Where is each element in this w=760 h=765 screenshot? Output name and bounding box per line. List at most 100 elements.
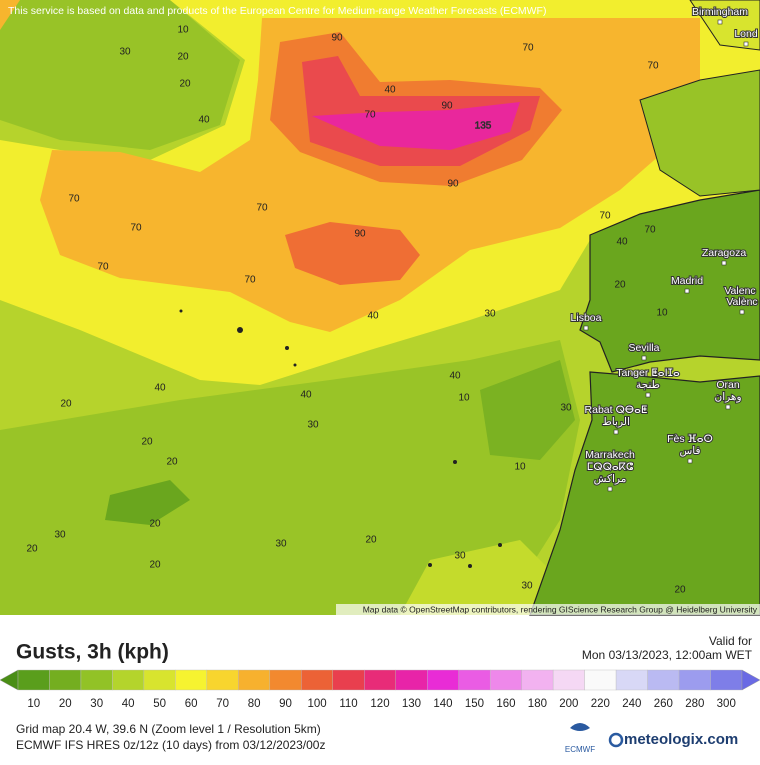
city-label: Madrid bbox=[671, 275, 703, 287]
scale-swatch bbox=[395, 669, 428, 691]
city-marker bbox=[583, 325, 589, 331]
city-label: Lisboa bbox=[571, 312, 602, 324]
scale-label: 30 bbox=[90, 698, 103, 710]
contour-label: 40 bbox=[198, 115, 210, 126]
contour-label: 70 bbox=[97, 262, 109, 273]
scale-label: 120 bbox=[370, 698, 389, 710]
city-marker bbox=[717, 19, 723, 25]
contour-label: 70 bbox=[599, 211, 611, 222]
contour-label: 40 bbox=[154, 383, 166, 394]
contour-label: 70 bbox=[364, 110, 376, 121]
contour-label: 30 bbox=[54, 530, 66, 541]
valid-label: Valid for bbox=[709, 634, 752, 648]
city-marker bbox=[721, 260, 727, 266]
city-marker bbox=[641, 355, 647, 361]
scale-swatch bbox=[552, 669, 585, 691]
contour-label: 40 bbox=[384, 85, 396, 96]
scale-label: 180 bbox=[528, 698, 547, 710]
scale-swatch bbox=[49, 669, 82, 691]
contour-label: 30 bbox=[275, 539, 287, 550]
scale-above bbox=[741, 669, 760, 691]
contour-label: 40 bbox=[616, 237, 628, 248]
contour-label: 90 bbox=[441, 101, 453, 112]
map: This service is based on data and produc… bbox=[0, 0, 760, 616]
scale-label: 50 bbox=[153, 698, 166, 710]
city-label: Marrakech bbox=[585, 449, 635, 461]
scale-label: 160 bbox=[496, 698, 515, 710]
contour-label: 40 bbox=[449, 371, 461, 382]
city-label: ⵎⵕⵕⴰⴽⵛ bbox=[587, 461, 634, 473]
model-info: ECMWF IFS HRES 0z/12z (10 days) from 03/… bbox=[16, 738, 325, 752]
contour-label: 90 bbox=[331, 33, 343, 44]
city-label: فاس bbox=[679, 445, 700, 457]
scale-label: 240 bbox=[622, 698, 641, 710]
legend-panel: Gusts, 3h (kph) Valid for Mon 03/13/2023… bbox=[0, 634, 760, 754]
scale-swatch bbox=[332, 669, 365, 691]
city-marker bbox=[684, 288, 690, 294]
scale-swatch bbox=[80, 669, 113, 691]
contour-label: 90 bbox=[354, 229, 366, 240]
scale-swatch bbox=[238, 669, 271, 691]
contour-label: 20 bbox=[149, 519, 161, 530]
contour-label: 30 bbox=[454, 551, 466, 562]
scale-label: 300 bbox=[717, 698, 736, 710]
city-label: Fès ⴼⴰⵙ bbox=[667, 433, 713, 445]
city-label: الرباط bbox=[602, 416, 630, 428]
map-attribution: Map data © OpenStreetMap contributors, r… bbox=[363, 604, 758, 614]
scale-swatch bbox=[112, 669, 145, 691]
scale-label: 140 bbox=[433, 698, 452, 710]
contour-label: 20 bbox=[674, 585, 686, 596]
scale-swatch bbox=[647, 669, 680, 691]
brand: meteologix.com bbox=[624, 731, 738, 748]
scale-swatch bbox=[206, 669, 239, 691]
contour-label: 20 bbox=[166, 457, 178, 468]
contour-labels: 10 30 20 20 90 40 70 70 40 70 90 135 90 70 70 70 70 90 40 7… bbox=[26, 25, 686, 596]
contour-label: 90 bbox=[447, 179, 459, 190]
city-marker bbox=[739, 309, 745, 315]
contour-label: 10 bbox=[458, 393, 470, 404]
contour-label: 30 bbox=[307, 420, 319, 431]
contour-label: 70 bbox=[522, 43, 534, 54]
color-scale: 10 20 30 40 50 60 70 80 90 100 110 120 130 140 150 160 1… bbox=[0, 669, 760, 710]
contour-label: 20 bbox=[149, 560, 161, 571]
scale-swatch bbox=[364, 669, 396, 691]
grid-info: Grid map 20.4 W, 39.6 N (Zoom level 1 / … bbox=[16, 722, 321, 736]
contour-label: 40 bbox=[300, 390, 312, 401]
scale-label: 90 bbox=[279, 698, 292, 710]
city-marker bbox=[607, 486, 613, 492]
contour-label: 30 bbox=[560, 403, 572, 414]
scale-swatch bbox=[710, 669, 743, 691]
scale-label: 80 bbox=[248, 698, 261, 710]
contour-label: 20 bbox=[26, 544, 38, 555]
city-label: Oran bbox=[716, 379, 740, 391]
city-label: Rabat ⵕⴱⴰⵟ bbox=[585, 404, 648, 416]
scale-label: 20 bbox=[59, 698, 72, 710]
contour-label: 30 bbox=[119, 47, 131, 58]
scale-swatch bbox=[458, 669, 491, 691]
contour-label: 20 bbox=[614, 280, 626, 291]
scale-label: 100 bbox=[307, 698, 326, 710]
city-marker bbox=[725, 404, 731, 410]
scale-swatch bbox=[615, 669, 648, 691]
city-label: Tanger ⵟⴰⵏⵊⴰ bbox=[616, 367, 680, 379]
city-label: وهران bbox=[714, 391, 741, 403]
city-label: Zaragoza bbox=[702, 247, 747, 259]
scale-label: 70 bbox=[216, 698, 229, 710]
city-label: Valenc bbox=[724, 285, 755, 297]
scale-swatch bbox=[301, 669, 333, 691]
city-labels: Birmingham Lond Zaragoza Madrid ValencValènc… bbox=[570, 5, 759, 492]
contour-label: 70 bbox=[644, 225, 656, 236]
contour-label: 20 bbox=[365, 535, 377, 546]
scale-label: 130 bbox=[402, 698, 421, 710]
panel-title: Gusts, 3h (kph) bbox=[16, 641, 169, 664]
contour-label: 10 bbox=[656, 308, 668, 319]
scale-swatch bbox=[17, 669, 50, 691]
city-label: مراكش bbox=[594, 473, 627, 485]
city-marker bbox=[645, 392, 651, 398]
city-label: Valènc bbox=[726, 296, 757, 308]
scale-swatch bbox=[678, 669, 711, 691]
contour-label: 70 bbox=[130, 223, 142, 234]
city-label: Sevilla bbox=[629, 342, 660, 354]
scale-swatch bbox=[269, 669, 302, 691]
